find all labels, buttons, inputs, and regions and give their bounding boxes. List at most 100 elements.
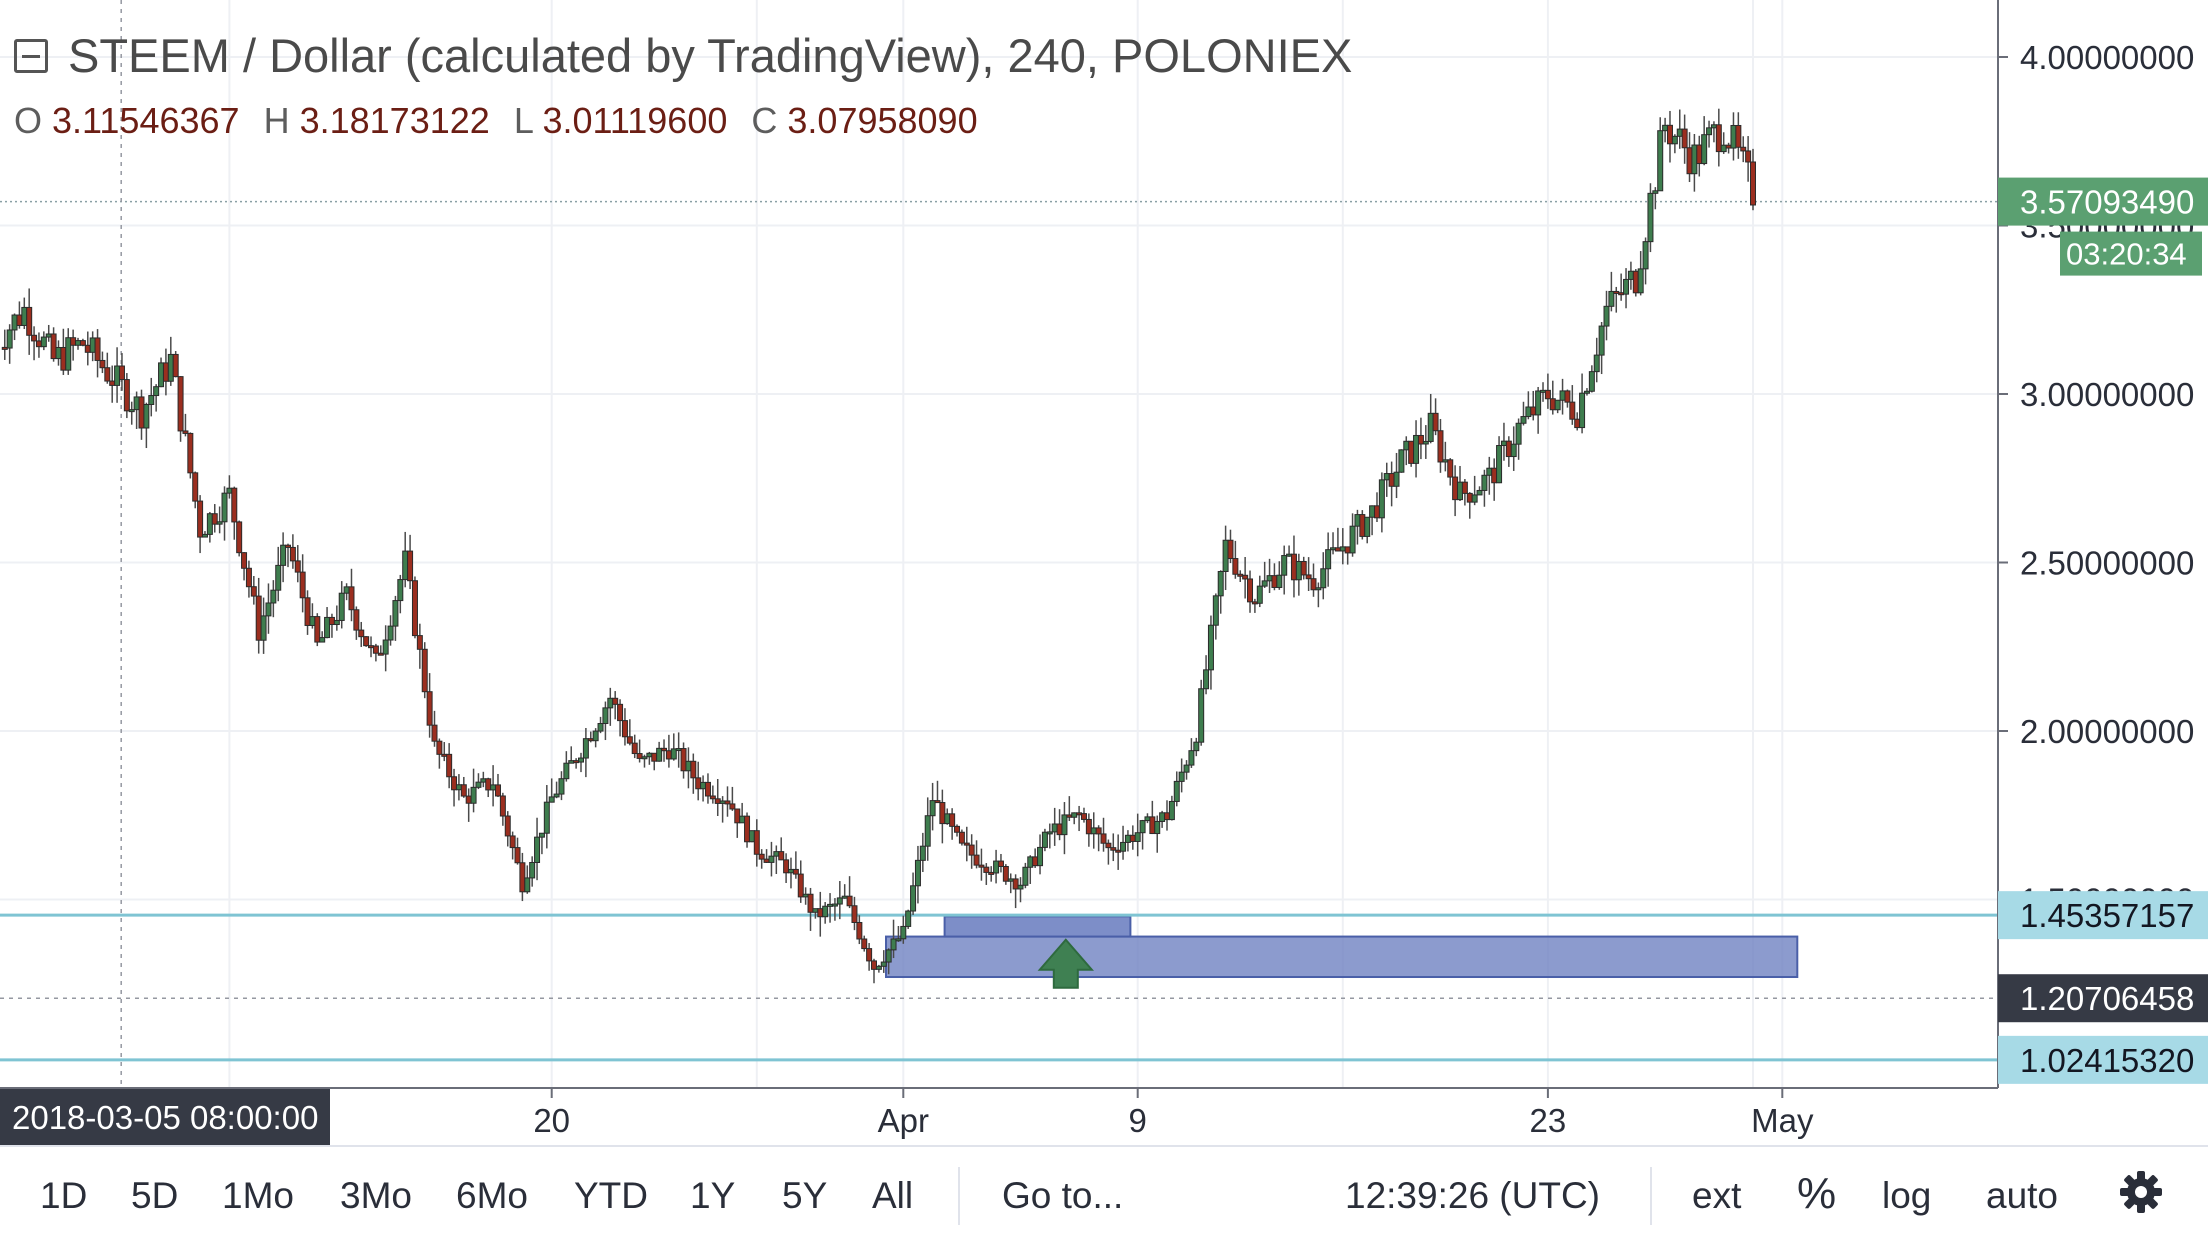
candle-body bbox=[1613, 290, 1620, 294]
countdown-tag-bg bbox=[2060, 231, 2202, 276]
candle-body bbox=[1574, 418, 1581, 429]
candle-body bbox=[441, 753, 448, 757]
candle-body bbox=[1281, 555, 1288, 576]
candle-body bbox=[641, 756, 648, 760]
range-button-5y[interactable]: 5Y bbox=[782, 1175, 828, 1216]
candle-body bbox=[1750, 161, 1756, 206]
candle-body bbox=[612, 697, 619, 705]
candle-body bbox=[123, 379, 130, 412]
candle-body bbox=[158, 362, 165, 388]
candle-body bbox=[773, 851, 780, 857]
candle-body bbox=[1730, 124, 1737, 149]
candle-body bbox=[1579, 392, 1586, 429]
range-button-1y[interactable]: 1Y bbox=[690, 1175, 736, 1216]
candle-body bbox=[1554, 399, 1561, 411]
candle-body bbox=[875, 965, 882, 970]
candle-body bbox=[1510, 443, 1517, 458]
price-axis-label: 3.00000000 bbox=[2020, 376, 2194, 413]
candle-body bbox=[807, 893, 814, 913]
candle-body bbox=[1007, 878, 1014, 882]
candle-body bbox=[1701, 134, 1708, 165]
range-button-6mo[interactable]: 6Mo bbox=[456, 1175, 528, 1216]
candle-body bbox=[1344, 546, 1351, 554]
candle-body bbox=[958, 831, 965, 844]
candle-body bbox=[1178, 771, 1185, 782]
range-button-1mo[interactable]: 1Mo bbox=[222, 1175, 294, 1216]
candle-body bbox=[333, 619, 340, 626]
candle-body bbox=[1715, 124, 1722, 153]
log-toggle[interactable]: log bbox=[1882, 1175, 1932, 1216]
candle-body bbox=[1378, 479, 1385, 519]
close-value: 3.07958090 bbox=[787, 100, 978, 141]
candle-body bbox=[1461, 481, 1468, 494]
candle-body bbox=[1032, 856, 1039, 867]
candle-body bbox=[1076, 812, 1083, 816]
goto-button[interactable]: Go to... bbox=[1002, 1175, 1124, 1216]
utc-clock[interactable]: 12:39:26 (UTC) bbox=[1345, 1175, 1600, 1216]
up-arrow-icon[interactable] bbox=[1037, 938, 1094, 989]
percent-toggle[interactable]: % bbox=[1797, 1169, 1837, 1218]
candle-body bbox=[206, 513, 213, 535]
candle-body bbox=[1676, 128, 1683, 137]
price-chart[interactable]: 4.000000003.500000003.000000002.50000000… bbox=[0, 0, 2208, 1145]
range-button-1d[interactable]: 1D bbox=[40, 1175, 88, 1216]
ext-toggle[interactable]: ext bbox=[1692, 1175, 1742, 1216]
candle-body bbox=[397, 579, 404, 602]
candle-body bbox=[905, 910, 912, 927]
candle-body bbox=[451, 776, 458, 791]
crosshair-price-tag: 1.20706458 bbox=[2020, 980, 2194, 1017]
candle-body bbox=[529, 861, 536, 879]
candle-body bbox=[534, 836, 541, 863]
candle-body bbox=[1735, 124, 1742, 148]
candle-body bbox=[490, 784, 497, 791]
candle-body bbox=[822, 905, 829, 918]
candle-body bbox=[831, 903, 838, 907]
candle-body bbox=[1315, 587, 1322, 591]
candle-body bbox=[1256, 585, 1263, 604]
candle-body bbox=[353, 609, 360, 631]
support-zone-rect[interactable] bbox=[885, 935, 1799, 979]
range-button-5d[interactable]: 5D bbox=[131, 1175, 179, 1216]
candle-body bbox=[578, 757, 584, 763]
candle-body bbox=[114, 365, 121, 386]
candle-body bbox=[226, 487, 233, 494]
candle-body bbox=[304, 597, 311, 626]
candle-body bbox=[1696, 144, 1703, 165]
collapse-legend-icon[interactable] bbox=[14, 38, 48, 73]
candle-body bbox=[368, 645, 375, 649]
time-axis-label: 9 bbox=[1129, 1102, 1147, 1139]
range-button-all[interactable]: All bbox=[872, 1175, 914, 1216]
candle-body bbox=[1598, 325, 1605, 356]
auto-toggle[interactable]: auto bbox=[1986, 1175, 2059, 1216]
candle-body bbox=[118, 365, 125, 381]
candle-body bbox=[1632, 270, 1639, 294]
range-button-3mo[interactable]: 3Mo bbox=[340, 1175, 412, 1216]
candle-body bbox=[1359, 514, 1366, 537]
candle-body bbox=[255, 595, 262, 641]
candle-body bbox=[1080, 813, 1087, 820]
candle-body bbox=[407, 550, 414, 582]
candle-body bbox=[148, 395, 155, 405]
candle-body bbox=[1198, 688, 1205, 743]
candle-body bbox=[768, 855, 775, 863]
candle-body bbox=[514, 847, 521, 864]
candle-body bbox=[494, 784, 501, 797]
gear-icon[interactable] bbox=[2118, 1169, 2164, 1224]
range-button-ytd[interactable]: YTD bbox=[574, 1175, 648, 1216]
candle-body bbox=[402, 550, 409, 581]
gear-icon-glyph bbox=[2120, 1171, 2162, 1213]
candle-body bbox=[1393, 471, 1400, 487]
candle-body bbox=[1530, 406, 1537, 416]
candle-body bbox=[16, 314, 23, 326]
candle-body bbox=[597, 723, 604, 732]
candle-body bbox=[21, 306, 28, 326]
candle-body bbox=[1432, 412, 1439, 432]
candle-body bbox=[436, 740, 443, 755]
candle-body bbox=[182, 430, 189, 434]
candle-body bbox=[700, 781, 707, 790]
support-zone-rect[interactable] bbox=[943, 915, 1132, 938]
candle-body bbox=[1266, 575, 1273, 582]
price-axis-label: 4.00000000 bbox=[2020, 39, 2194, 76]
candle-body bbox=[89, 337, 96, 353]
candle-body bbox=[573, 760, 580, 764]
